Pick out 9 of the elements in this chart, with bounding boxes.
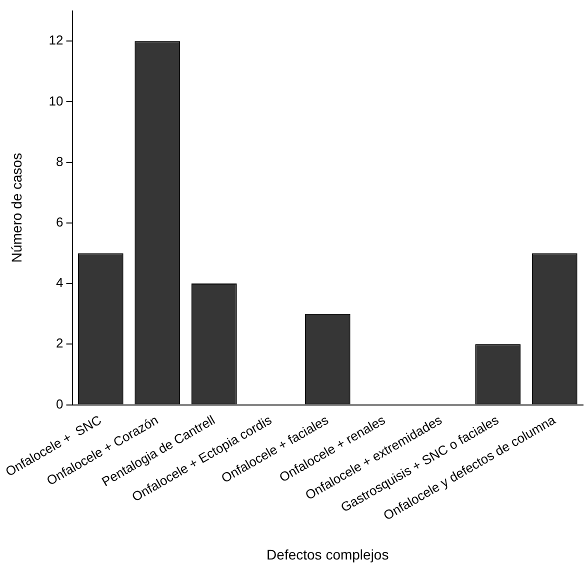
y-tick-label: 10 xyxy=(48,93,64,108)
y-tick-label: 6 xyxy=(56,214,64,230)
y-axis-title: Número de casos xyxy=(8,152,24,263)
y-tick-label: 0 xyxy=(56,396,64,412)
y-tick-label: 12 xyxy=(48,32,64,48)
x-axis-title: Defectos complejos xyxy=(266,546,389,562)
y-tick-label: 8 xyxy=(56,154,64,169)
y-tick-label: 4 xyxy=(56,275,64,290)
y-tick-label: 2 xyxy=(56,336,64,351)
